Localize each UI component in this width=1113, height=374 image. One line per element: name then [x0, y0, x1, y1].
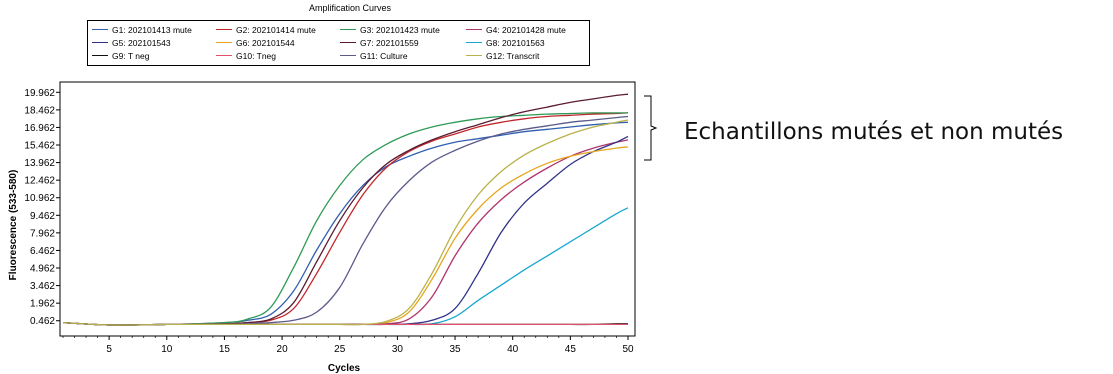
legend-label: G6: 202101544 — [236, 37, 295, 48]
legend-label: G1: 202101413 mute — [112, 24, 192, 35]
legend-item-9: G9: T neg — [92, 50, 150, 61]
legend-item-2: G2: 202101414 mute — [216, 24, 316, 35]
y-tick-label: 7.962 — [30, 228, 55, 239]
y-tick-label: 18.462 — [24, 105, 55, 116]
legend-item-4: G4: 202101428 mute — [466, 24, 566, 35]
legend-swatch — [92, 29, 108, 30]
y-tick-label: 1.962 — [30, 299, 55, 310]
plot-frame — [59, 81, 636, 337]
x-tick-label: 40 — [507, 344, 519, 355]
series-line-8 — [62, 207, 629, 326]
legend-item-5: G5: 202101543 — [92, 37, 171, 48]
legend-item-7: G7: 202101559 — [340, 37, 419, 48]
legend-item-11: G11: Culture — [340, 50, 408, 61]
series-line-12 — [62, 119, 629, 326]
bracket-icon — [644, 95, 658, 161]
y-tick-label: 15.462 — [24, 141, 55, 152]
legend-swatch — [92, 55, 108, 56]
sample-annotation: Echantillons mutés et non mutés — [684, 119, 1064, 145]
legend-label: G2: 202101414 mute — [236, 24, 316, 35]
y-tick-label: 0.462 — [30, 316, 55, 327]
y-tick-label: 13.962 — [24, 158, 55, 169]
series-line-11 — [62, 115, 629, 326]
legend-item-10: G10: Tneg — [216, 50, 276, 61]
series-lines — [62, 93, 629, 326]
legend-swatch — [216, 29, 232, 30]
y-axis-label: Fluorescence (533-580) — [8, 170, 19, 281]
x-tick-label: 10 — [161, 344, 173, 355]
y-tick-label: 6.462 — [30, 246, 55, 257]
legend-label: G8: 202101563 — [486, 37, 545, 48]
legend-swatch — [340, 29, 356, 30]
x-axis-label: Cycles — [328, 363, 361, 374]
legend: G1: 202101413 mute G2: 202101414 mute G3: … — [87, 20, 590, 66]
legend-swatch — [340, 42, 356, 43]
series-line-7 — [62, 93, 629, 326]
legend-swatch — [466, 42, 482, 43]
y-tick-label: 12.462 — [24, 176, 55, 187]
legend-item-3: G3: 202101423 mute — [340, 24, 440, 35]
y-tick-label: 19.962 — [24, 88, 55, 99]
x-tick-label: 30 — [392, 344, 404, 355]
series-line-4 — [62, 139, 629, 326]
legend-label: G12: Transcrit — [486, 50, 540, 61]
legend-item-12: G12: Transcrit — [466, 50, 539, 61]
x-tick-label: 25 — [334, 344, 346, 355]
legend-label: G5: 202101543 — [112, 37, 171, 48]
y-tick-label: 3.462 — [30, 281, 55, 292]
legend-item-1: G1: 202101413 mute — [92, 24, 192, 35]
legend-swatch — [216, 42, 232, 43]
x-tick-label: 45 — [565, 344, 577, 355]
series-line-6 — [62, 146, 629, 326]
x-tick-label: 20 — [277, 344, 289, 355]
legend-item-8: G8: 202101563 — [466, 37, 545, 48]
legend-item-6: G6: 202101544 — [216, 37, 295, 48]
legend-swatch — [466, 55, 482, 56]
legend-label: G3: 202101423 mute — [360, 24, 440, 35]
x-tick-label: 15 — [219, 344, 231, 355]
legend-swatch — [216, 55, 232, 56]
legend-label: G11: Culture — [360, 50, 408, 61]
x-tick-label: 50 — [622, 344, 634, 355]
series-line-3 — [62, 112, 628, 326]
x-tick-label: 35 — [449, 344, 461, 355]
chart-title: Amplification Curves — [308, 3, 392, 13]
y-tick-label: 4.962 — [30, 264, 55, 275]
legend-label: G10: Tneg — [236, 50, 277, 61]
y-tick-label: 10.962 — [24, 193, 55, 204]
axes: 0.462 1.962 3.462 4.962 6.462 7.962 9.462 10.96… — [24, 81, 636, 355]
legend-label: G9: T neg — [112, 50, 150, 61]
y-tick-label: 9.462 — [30, 211, 55, 222]
legend-swatch — [466, 29, 482, 30]
legend-label: G4: 202101428 mute — [486, 24, 566, 35]
y-tick-label: 16.962 — [24, 123, 55, 134]
legend-swatch — [340, 55, 356, 56]
legend-label: G7: 202101559 — [360, 37, 419, 48]
x-tick-label: 5 — [106, 344, 112, 355]
legend-swatch — [92, 42, 108, 43]
